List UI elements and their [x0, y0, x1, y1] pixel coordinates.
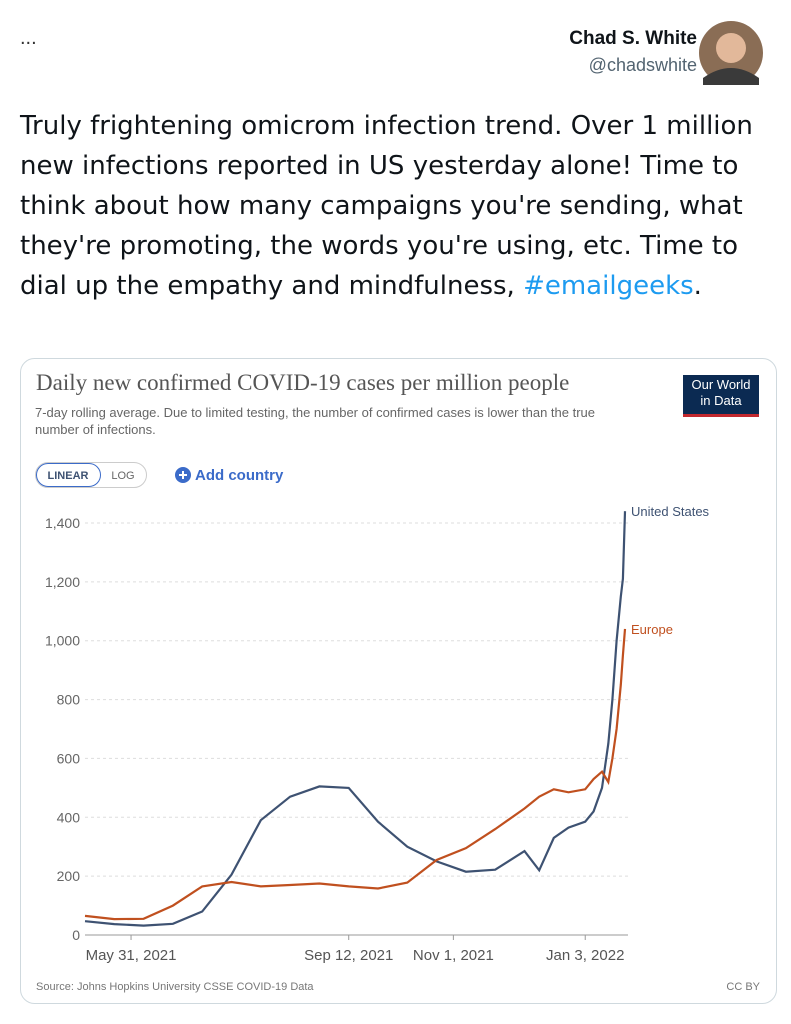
- chart-license[interactable]: CC BY: [726, 981, 760, 993]
- chart-source: Source: Johns Hopkins University CSSE CO…: [36, 981, 314, 993]
- tweet-text: Truly frightening omicrom infection tren…: [20, 106, 780, 306]
- logo-stripe: [683, 414, 759, 417]
- chart-card: [20, 358, 777, 1004]
- tweet-body: Truly frightening omicrom infection tren…: [20, 111, 753, 301]
- x-tick-label: Sep 12, 2021: [304, 947, 393, 964]
- hashtag[interactable]: #emailgeeks: [523, 271, 694, 301]
- series-label: United States: [631, 504, 710, 519]
- logo-box[interactable]: [683, 375, 759, 417]
- y-tick-label: 400: [57, 809, 81, 825]
- x-tick-label: Jan 3, 2022: [546, 947, 624, 964]
- chart: Daily new confirmed COVID-19 cases per m…: [35, 370, 761, 993]
- linear-button[interactable]: [36, 463, 101, 487]
- chart-subtitle: 7-day rolling average. Due to limited te…: [35, 405, 596, 437]
- series-label: Europe: [631, 622, 673, 637]
- y-tick-label: 800: [57, 692, 81, 708]
- author-name[interactable]: Chad S. White: [569, 28, 697, 49]
- x-tick-label: May 31, 2021: [86, 947, 177, 964]
- logo-text: in Data: [700, 393, 742, 408]
- menu[interactable]: ...: [20, 27, 37, 49]
- linear-label: LINEAR: [48, 470, 89, 482]
- y-tick-label: 1,400: [45, 515, 80, 531]
- avatar[interactable]: [699, 21, 763, 85]
- y-tick-label: 1,000: [45, 633, 80, 649]
- author-handle[interactable]: @chadswhite: [589, 55, 697, 75]
- logo-text: Our World: [692, 377, 751, 392]
- x-tick-label: Nov 1, 2021: [413, 947, 494, 964]
- add-country[interactable]: Add country: [195, 467, 284, 484]
- series-line: [84, 628, 627, 921]
- add-icon-plus: [179, 471, 187, 479]
- y-tick-label: 600: [57, 750, 81, 766]
- y-tick-label: 1,200: [45, 574, 80, 590]
- chart-title: Daily new confirmed COVID-19 cases per m…: [36, 370, 569, 395]
- chart-subtitle-box: 7-day rolling average. Due to limited te…: [35, 405, 596, 437]
- log-label[interactable]: LOG: [111, 470, 134, 482]
- y-tick-label: 200: [57, 868, 81, 884]
- series-line: [84, 511, 627, 927]
- y-tick-label: 0: [72, 927, 80, 943]
- tweet-end: .: [693, 271, 702, 301]
